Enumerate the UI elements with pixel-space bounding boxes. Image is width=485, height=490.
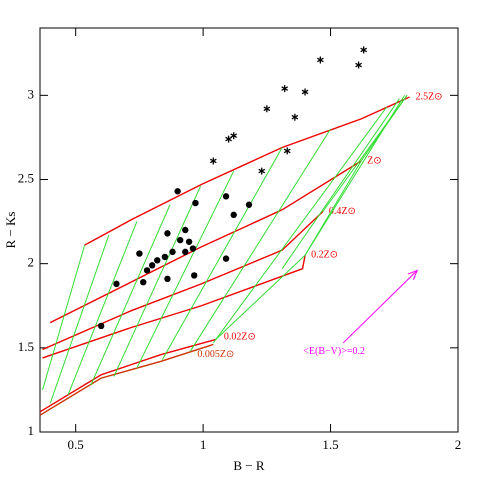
star-point — [263, 105, 271, 113]
reddening-vector — [342, 270, 418, 344]
galaxy-point — [148, 262, 156, 269]
age-line — [113, 186, 202, 377]
galaxy-point — [189, 245, 197, 252]
galaxy-point — [136, 250, 143, 257]
star-point — [209, 157, 217, 165]
galaxy-point — [97, 322, 105, 330]
age-line — [215, 95, 408, 340]
galaxy-point — [143, 267, 151, 274]
galaxy-point — [113, 280, 120, 288]
galaxy-point — [161, 253, 169, 261]
galaxy-point — [182, 248, 189, 256]
x-tick-label: 2 — [455, 437, 462, 452]
y-tick-label: 2 — [28, 255, 35, 270]
y-tick-label: 1 — [28, 423, 35, 438]
galaxy-point — [174, 188, 181, 195]
age-line — [322, 95, 408, 212]
galaxy-point — [140, 278, 147, 286]
galaxy-point — [230, 211, 237, 219]
metallicity-track — [49, 160, 362, 324]
galaxy-point — [222, 193, 230, 200]
y-tick-label: 3 — [28, 86, 35, 101]
metallicity-track — [39, 338, 217, 413]
star-point — [225, 135, 232, 143]
metallicity-track — [39, 343, 214, 416]
y-axis-label: R − Ks — [3, 212, 18, 249]
y-tick-label: 2.5 — [18, 170, 34, 185]
plot-frame — [39, 27, 459, 433]
arrow-head — [407, 269, 419, 280]
star-point — [301, 88, 309, 96]
x-tick-label: 1.5 — [322, 437, 338, 452]
track-label: 0.4Z⊙ — [329, 206, 356, 217]
track-label: Z⊙ — [367, 155, 382, 166]
star-point — [291, 113, 299, 121]
arrow-label: <E(B−V)>=0.2 — [303, 346, 365, 357]
age-line — [49, 234, 110, 404]
star-point — [281, 85, 289, 93]
age-line — [136, 170, 235, 369]
galaxy-point — [182, 226, 189, 234]
galaxy-point — [164, 275, 171, 283]
track-label: 0.2Z⊙ — [311, 250, 338, 261]
galaxy-point — [222, 255, 230, 262]
track-label: 0.02Z⊙ — [224, 332, 256, 343]
age-line — [189, 128, 331, 352]
track-label: 2.5Z⊙ — [416, 91, 443, 102]
galaxy-point — [245, 201, 253, 208]
galaxy-point — [154, 257, 161, 264]
age-line — [90, 204, 171, 386]
star-point — [283, 147, 291, 155]
age-line — [67, 221, 138, 396]
track-label: 0.005Z⊙ — [197, 349, 234, 360]
star-point — [230, 132, 238, 140]
galaxy-point — [176, 236, 184, 244]
galaxy-point — [164, 230, 171, 237]
age-line — [161, 147, 283, 360]
y-tick-label: 1.5 — [18, 339, 34, 354]
star-point — [317, 56, 324, 64]
metallicity-track — [84, 96, 410, 246]
star-point — [355, 61, 362, 69]
age-line — [42, 245, 86, 391]
age-line — [212, 106, 388, 344]
x-tick-label: 0.5 — [68, 437, 84, 452]
metallicity-track — [42, 210, 324, 351]
galaxy-point — [192, 199, 199, 207]
x-axis-label: B − R — [233, 458, 265, 473]
galaxy-point — [169, 248, 176, 256]
age-line — [281, 98, 400, 270]
x-tick-label: 1 — [200, 437, 207, 452]
galaxy-point — [191, 272, 198, 279]
star-point — [258, 167, 266, 175]
galaxy-point — [185, 238, 193, 245]
metallicity-track — [42, 255, 306, 359]
star-point — [360, 46, 368, 54]
